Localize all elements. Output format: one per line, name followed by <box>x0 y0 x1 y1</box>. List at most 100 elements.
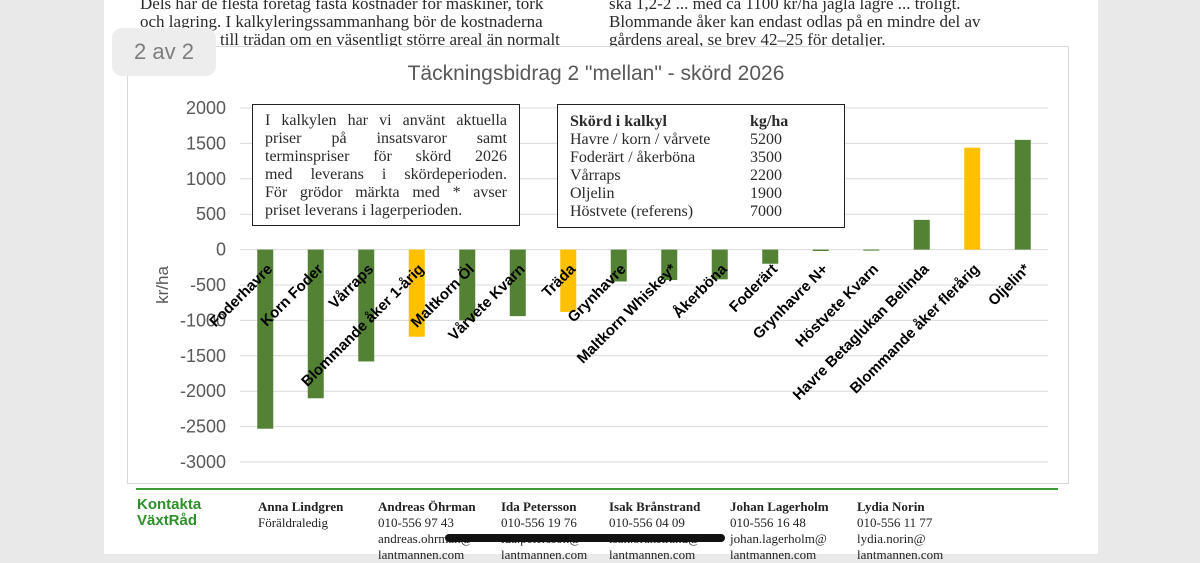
crop-cell: Vårraps <box>570 167 621 184</box>
contact-email-domain[interactable]: lantmannen.com <box>609 547 696 562</box>
y-tick-label: 1500 <box>186 133 226 153</box>
price-note: I kalkylen har vi använt aktuella priser… <box>252 104 520 226</box>
note-line: terminspriser för skörd 2026 <box>265 148 507 165</box>
y-tick-label: -1000 <box>180 310 226 330</box>
y-tick-label: 0 <box>216 240 226 260</box>
contact-card: Andreas Öhrman 010-556 97 43 andreas.ohr… <box>378 499 476 563</box>
contact-card: Lydia Norin 010-556 11 77 lydia.norin@ l… <box>857 499 943 563</box>
bar <box>762 249 779 264</box>
top-left-text: Dels har de flesta företag fasta kostnad… <box>140 0 590 49</box>
y-tick-labels: 2000 1500 1000 500 0 -500 -1000 -1500 -2000 -2500… <box>180 98 226 472</box>
note-line: med leverans i skördeperioden. <box>265 166 507 183</box>
yield-cell: 3500 <box>750 149 782 166</box>
header-cell: kg/ha <box>750 113 789 130</box>
category-label: Åkerböna <box>670 260 731 321</box>
contact-email-domain[interactable]: lantmannen.com <box>730 547 817 562</box>
contact-name: Andreas Öhrman <box>378 499 476 514</box>
bar <box>560 249 577 312</box>
contact-phone: 010-556 19 76 <box>501 515 577 530</box>
contact-email[interactable]: johan.lagerholm@ <box>730 531 827 546</box>
yield-row: Höstvete (referens) 7000 <box>570 203 788 221</box>
contact-phone: 010-556 04 09 <box>609 515 685 530</box>
bar <box>408 249 425 337</box>
contact-card: Isak Brånstrand 010-556 04 09 isak.brans… <box>609 499 700 563</box>
top-right-text: ska 1,2-2 ... med ca 1100 kr/ha jagla la… <box>609 0 1059 49</box>
note-line: priser på insatsvaror samt <box>265 130 507 147</box>
contact-status: Föräldraledig <box>258 515 329 530</box>
bar <box>812 249 829 252</box>
y-tick-label: 2000 <box>186 98 226 118</box>
yield-row: Foderärt / åkerböna 3500 <box>570 149 788 167</box>
yield-row: Havre / korn / vårvete 5200 <box>570 131 788 149</box>
text-line: Dels har de flesta företag fasta kostnad… <box>140 0 544 13</box>
y-tick-label: 1000 <box>186 169 226 189</box>
crop-cell: Havre / korn / vårvete <box>570 131 711 148</box>
y-tick-label: -500 <box>190 275 226 295</box>
y-tick-label: -1500 <box>180 346 226 366</box>
contact-email[interactable]: lydia.norin@ <box>857 531 926 546</box>
contact-phone: 010-556 97 43 <box>378 515 454 530</box>
contact-name: Johan Lagerholm <box>730 499 829 514</box>
text-line: ska 1,2-2 ... med ca 1100 kr/ha jagla la… <box>609 0 961 13</box>
yield-cell: 7000 <box>750 203 782 220</box>
contact-name: Lydia Norin <box>857 499 925 514</box>
y-tick-label: -3000 <box>180 452 226 472</box>
contact-phone: 010-556 11 77 <box>857 515 933 530</box>
yield-table-header: Skörd i kalkyl kg/ha <box>570 113 788 131</box>
contact-phone: 010-556 16 48 <box>730 515 806 530</box>
contact-card: Anna Lindgren Föräldraledig <box>258 499 343 531</box>
bar <box>307 249 324 399</box>
contact-name: Anna Lindgren <box>258 499 344 514</box>
contact-name: Isak Brånstrand <box>609 499 701 514</box>
redaction-bar <box>445 534 725 542</box>
note-line: priset leverans i lagerperioden. <box>265 202 463 219</box>
contact-email-domain[interactable]: lantmannen.com <box>501 547 588 562</box>
contact-email-domain[interactable]: lantmannen.com <box>378 547 465 562</box>
contact-email-domain[interactable]: lantmannen.com <box>857 547 944 562</box>
yield-cell: 1900 <box>750 185 782 202</box>
bar <box>711 249 728 280</box>
yield-row: Vårraps 2200 <box>570 167 788 185</box>
crop-cell: Foderärt / åkerböna <box>570 149 696 166</box>
text-line: gårdens areal, se brev 42–25 för detalje… <box>609 30 886 49</box>
category-label: Maltkorn Whiskey* <box>574 261 680 367</box>
bar <box>661 249 678 281</box>
page-indicator: 2 av 2 <box>112 28 216 76</box>
y-tick-label: -2500 <box>180 417 226 437</box>
crop-cell: Oljelin <box>570 185 615 202</box>
header-cell: Skörd i kalkyl <box>570 113 667 130</box>
text-line: Blommande åker kan endast odlas på en mi… <box>609 12 981 31</box>
y-tick-label: 500 <box>196 204 226 224</box>
yield-cell: 2200 <box>750 167 782 184</box>
bar <box>964 147 981 250</box>
yield-row: Oljelin 1900 <box>570 185 788 203</box>
yield-table: Skörd i kalkyl kg/ha Havre / korn / vårv… <box>557 104 845 228</box>
bar <box>257 249 274 429</box>
yield-cell: 5200 <box>750 131 782 148</box>
contacts-title: Kontakta VäxtRåd <box>137 497 201 529</box>
y-axis-label: kr/ha <box>153 266 172 304</box>
bars <box>257 139 1031 429</box>
contacts-title-line: VäxtRåd <box>137 512 198 529</box>
bar <box>459 249 476 321</box>
note-line: För grödor märkta med * avser <box>265 184 507 201</box>
bar <box>358 249 375 362</box>
text-line: och lagring. I kalkyleringssammanhang bö… <box>140 12 543 31</box>
bar <box>610 249 627 282</box>
text-line: till trädan om en väsentligt större area… <box>220 30 560 49</box>
bar <box>863 249 880 251</box>
y-tick-label: -2000 <box>180 381 226 401</box>
footer-divider <box>136 488 1058 490</box>
crop-cell: Höstvete (referens) <box>570 203 694 220</box>
contact-card: Ida Petersson 010-556 19 76 ida.petersso… <box>501 499 587 563</box>
bar <box>913 219 930 250</box>
contact-name: Ida Petersson <box>501 499 577 514</box>
contact-card: Johan Lagerholm 010-556 16 48 johan.lage… <box>730 499 829 563</box>
bar <box>1014 139 1031 250</box>
note-line: I kalkylen har vi använt aktuella <box>265 112 507 129</box>
contacts-title-line: Kontakta <box>137 496 202 513</box>
chart-title: Täckningsbidrag 2 "mellan" - skörd 2026 <box>408 62 785 85</box>
bar <box>509 249 526 317</box>
